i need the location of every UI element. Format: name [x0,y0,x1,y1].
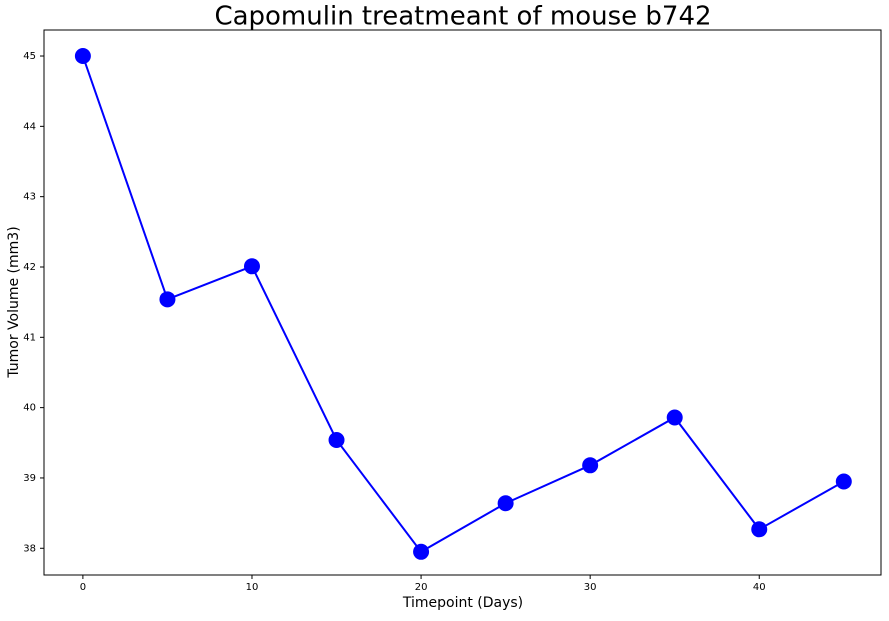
marker [835,473,852,490]
marker [159,291,176,308]
y-tick-label: 42 [23,262,36,273]
marker [582,457,599,474]
marker [666,409,683,426]
y-tick-label: 41 [23,332,36,343]
x-tick-label: 30 [584,582,597,593]
y-tick-label: 45 [23,51,36,62]
marker [328,431,345,448]
x-tick-label: 10 [246,582,259,593]
y-tick-label: 38 [23,543,36,554]
x-tick-label: 0 [80,582,86,593]
y-tick-label: 43 [23,192,36,203]
line [81,55,845,554]
y-tick-label: 44 [23,121,36,132]
marker [413,543,430,560]
y-tick-label: 40 [23,403,36,414]
marker [751,521,768,538]
plot-frame [43,29,882,576]
marker [243,258,260,275]
marker [74,48,91,65]
x-tick-label: 20 [415,582,428,593]
x-tick-label: 40 [753,582,766,593]
marker [497,495,514,512]
chart-title: Capomulin treatmeant of mouse b742 [214,2,711,32]
x-axis-label: Timepoint (Days) [402,595,523,611]
y-axis-label: Tumor Volume (mm3) [6,226,22,378]
y-tick-label: 39 [23,473,36,484]
